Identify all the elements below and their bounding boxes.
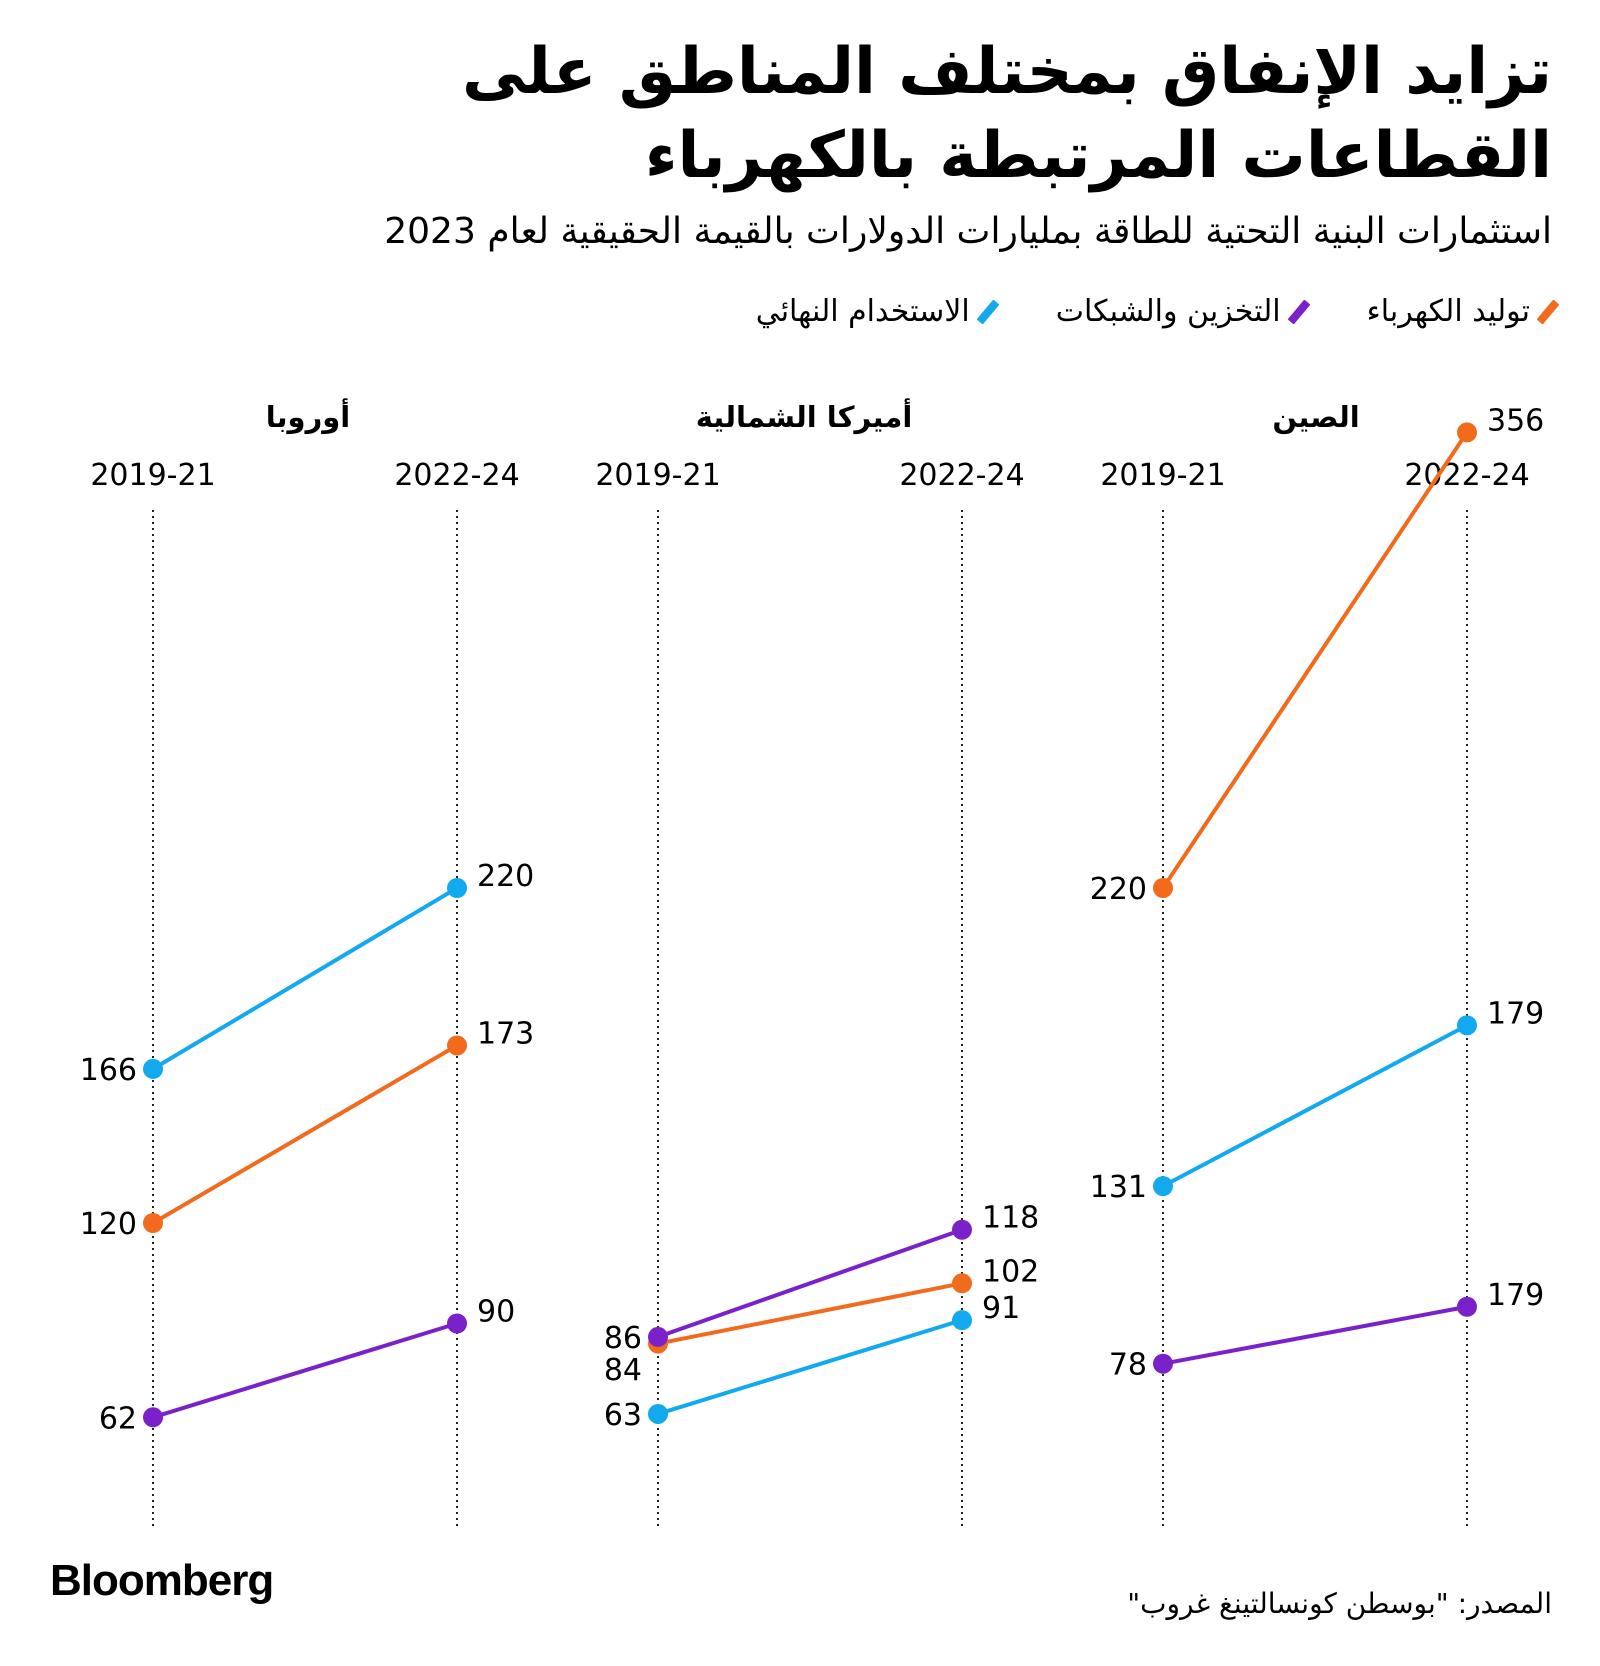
category-label-europe-1: 2022-24 [394, 458, 519, 493]
category-label-china-1: 2022-24 [1404, 458, 1529, 493]
point-europe-storage-start [143, 1407, 163, 1428]
category-label-china-0: 2019-21 [1100, 458, 1225, 493]
series-line-north-america-generation [657, 1281, 963, 1346]
legend-label-generation: توليد الكهرباء [1366, 294, 1530, 329]
legend: توليد الكهرباء التخزين والشبكات الاستخدا… [755, 292, 1560, 332]
data-label-north-america-storage-start: 86 [604, 1321, 642, 1356]
point-north-america-end-use-end [952, 1310, 972, 1331]
category-label-north-america-1: 2022-24 [899, 458, 1024, 493]
series-line-north-america-end-use [657, 1318, 963, 1416]
legend-item-storage: التخزين والشبكات [1055, 292, 1311, 332]
data-label-china-storage-start: 78 [1109, 1348, 1147, 1383]
data-label-europe-storage-start: 62 [99, 1401, 137, 1436]
data-label-europe-end-use-end: 220 [477, 859, 534, 894]
source-note: المصدر: "بوسطن كونسالتينغ غروب" [1127, 1587, 1552, 1620]
point-europe-end-use-start [143, 1058, 163, 1079]
point-north-america-storage-start [648, 1326, 668, 1347]
data-label-china-generation-start: 220 [1090, 872, 1147, 907]
point-china-end-use-start [1153, 1176, 1173, 1197]
data-label-north-america-generation-start: 84 [604, 1353, 642, 1388]
point-china-storage-start [1153, 1353, 1173, 1374]
series-line-china-storage [1162, 1304, 1468, 1366]
data-label-europe-end-use-start: 166 [80, 1053, 137, 1088]
data-label-europe-generation-end: 173 [477, 1016, 534, 1051]
legend-label-end-use: الاستخدام النهائي [755, 294, 970, 329]
series-line-europe-end-use [151, 886, 459, 1071]
point-north-america-end-use-start [648, 1403, 668, 1424]
category-label-europe-0: 2019-21 [90, 458, 215, 493]
category-label-north-america-0: 2019-21 [595, 458, 720, 493]
legend-item-generation: توليد الكهرباء [1366, 292, 1560, 332]
point-europe-generation-end [447, 1035, 467, 1056]
point-china-storage-end [1457, 1296, 1477, 1317]
panel-title-north-america: أميركا الشمالية [696, 398, 913, 434]
point-china-generation-end [1457, 422, 1477, 443]
series-line-china-generation [1161, 431, 1469, 890]
series-line-china-end-use [1162, 1023, 1468, 1188]
data-label-europe-storage-end: 90 [477, 1295, 515, 1330]
data-label-north-america-storage-end: 118 [982, 1201, 1039, 1236]
series-line-north-america-storage [657, 1227, 963, 1339]
legend-item-end-use: الاستخدام النهائي [755, 292, 1000, 332]
chart-subtitle: استثمارات البنية التحتية للطاقة بمليارات… [384, 211, 1552, 252]
data-label-north-america-generation-end: 102 [982, 1254, 1039, 1289]
series-line-europe-storage [152, 1321, 458, 1420]
series-line-europe-generation [151, 1043, 459, 1225]
data-label-china-end-use-start: 131 [1090, 1170, 1147, 1205]
panel-title-china: الصين [1272, 400, 1359, 434]
chart-title: تزايد الإنفاق بمختلف المناطق على القطاعا… [462, 35, 1552, 193]
point-europe-generation-start [143, 1213, 163, 1233]
data-label-china-storage-end: 179 [1487, 1278, 1544, 1313]
point-north-america-generation-end [952, 1273, 972, 1294]
point-europe-storage-end [447, 1313, 467, 1334]
data-label-north-america-end-use-start: 63 [604, 1398, 642, 1433]
point-china-generation-start [1153, 878, 1173, 898]
panel-title-europe: أوروبا [266, 398, 350, 434]
data-label-china-end-use-end: 179 [1487, 996, 1544, 1031]
point-europe-end-use-end [447, 878, 467, 898]
legend-label-storage: التخزين والشبكات [1055, 294, 1281, 329]
point-china-end-use-end [1457, 1015, 1477, 1036]
data-label-north-america-end-use-end: 91 [982, 1291, 1020, 1326]
data-label-europe-generation-start: 120 [80, 1207, 137, 1242]
bloomberg-logo: Bloomberg [50, 1556, 274, 1605]
point-north-america-storage-end [952, 1219, 972, 1240]
data-label-china-generation-end: 356 [1487, 403, 1544, 438]
